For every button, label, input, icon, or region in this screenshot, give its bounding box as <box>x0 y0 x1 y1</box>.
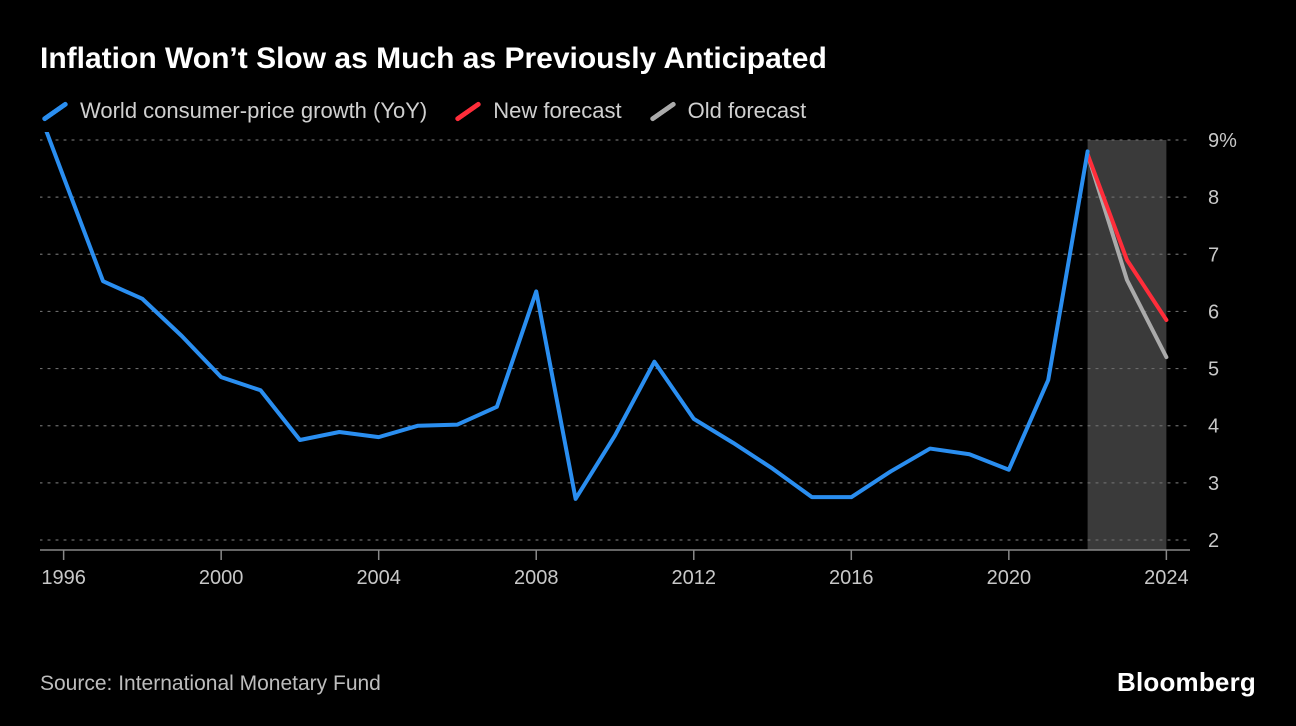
y-tick-label: 9% <box>1208 132 1237 152</box>
legend-item-old-forecast: Old forecast <box>648 98 807 124</box>
x-tick-label: 2012 <box>672 567 717 589</box>
legend-label-historical: World consumer-price growth (YoY) <box>80 98 427 124</box>
x-tick-label: 2004 <box>356 567 401 589</box>
legend-item-new-forecast: New forecast <box>453 98 621 124</box>
chart-title: Inflation Won’t Slow as Much as Previous… <box>40 42 1256 76</box>
source-text: Source: International Monetary Fund <box>40 672 381 696</box>
line-chart: 2 3 4 5 6 7 8 9% 1996 2000 2004 2008 2012 2016 2020 202… <box>40 132 1256 602</box>
x-tick-label: 2024 <box>1144 567 1189 589</box>
forecast-band <box>1088 140 1167 550</box>
legend-swatch-old-forecast <box>649 100 676 121</box>
legend-label-old-forecast: Old forecast <box>688 98 807 124</box>
legend-item-historical: World consumer-price growth (YoY) <box>40 98 427 124</box>
x-tick-label: 2016 <box>829 567 874 589</box>
legend-label-new-forecast: New forecast <box>493 98 621 124</box>
y-tick-label: 2 <box>1208 530 1219 552</box>
x-tick-label: 1996 <box>41 567 86 589</box>
y-tick-label: 4 <box>1208 416 1219 438</box>
legend-swatch-historical <box>41 100 68 121</box>
y-tick-label: 5 <box>1208 359 1219 381</box>
chart-area: 23456789%1996200020042008201220162020202… <box>40 132 1256 572</box>
y-tick-label: 3 <box>1208 473 1219 495</box>
legend-swatch-new-forecast <box>455 100 482 121</box>
legend: World consumer-price growth (YoY) New fo… <box>40 98 1256 124</box>
x-tick-label: 2000 <box>199 567 244 589</box>
y-tick-label: 7 <box>1208 244 1219 266</box>
y-tick-label: 8 <box>1208 187 1219 209</box>
series-historical <box>40 132 1088 499</box>
x-tick-label: 2008 <box>514 567 559 589</box>
brand-logo: Bloomberg <box>1117 667 1256 698</box>
x-tick-label: 2020 <box>987 567 1032 589</box>
y-tick-label: 6 <box>1208 301 1219 323</box>
